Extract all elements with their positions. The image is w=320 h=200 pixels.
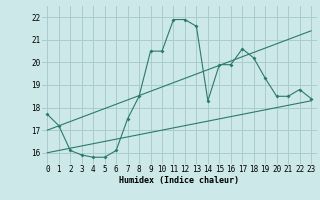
X-axis label: Humidex (Indice chaleur): Humidex (Indice chaleur)	[119, 176, 239, 185]
